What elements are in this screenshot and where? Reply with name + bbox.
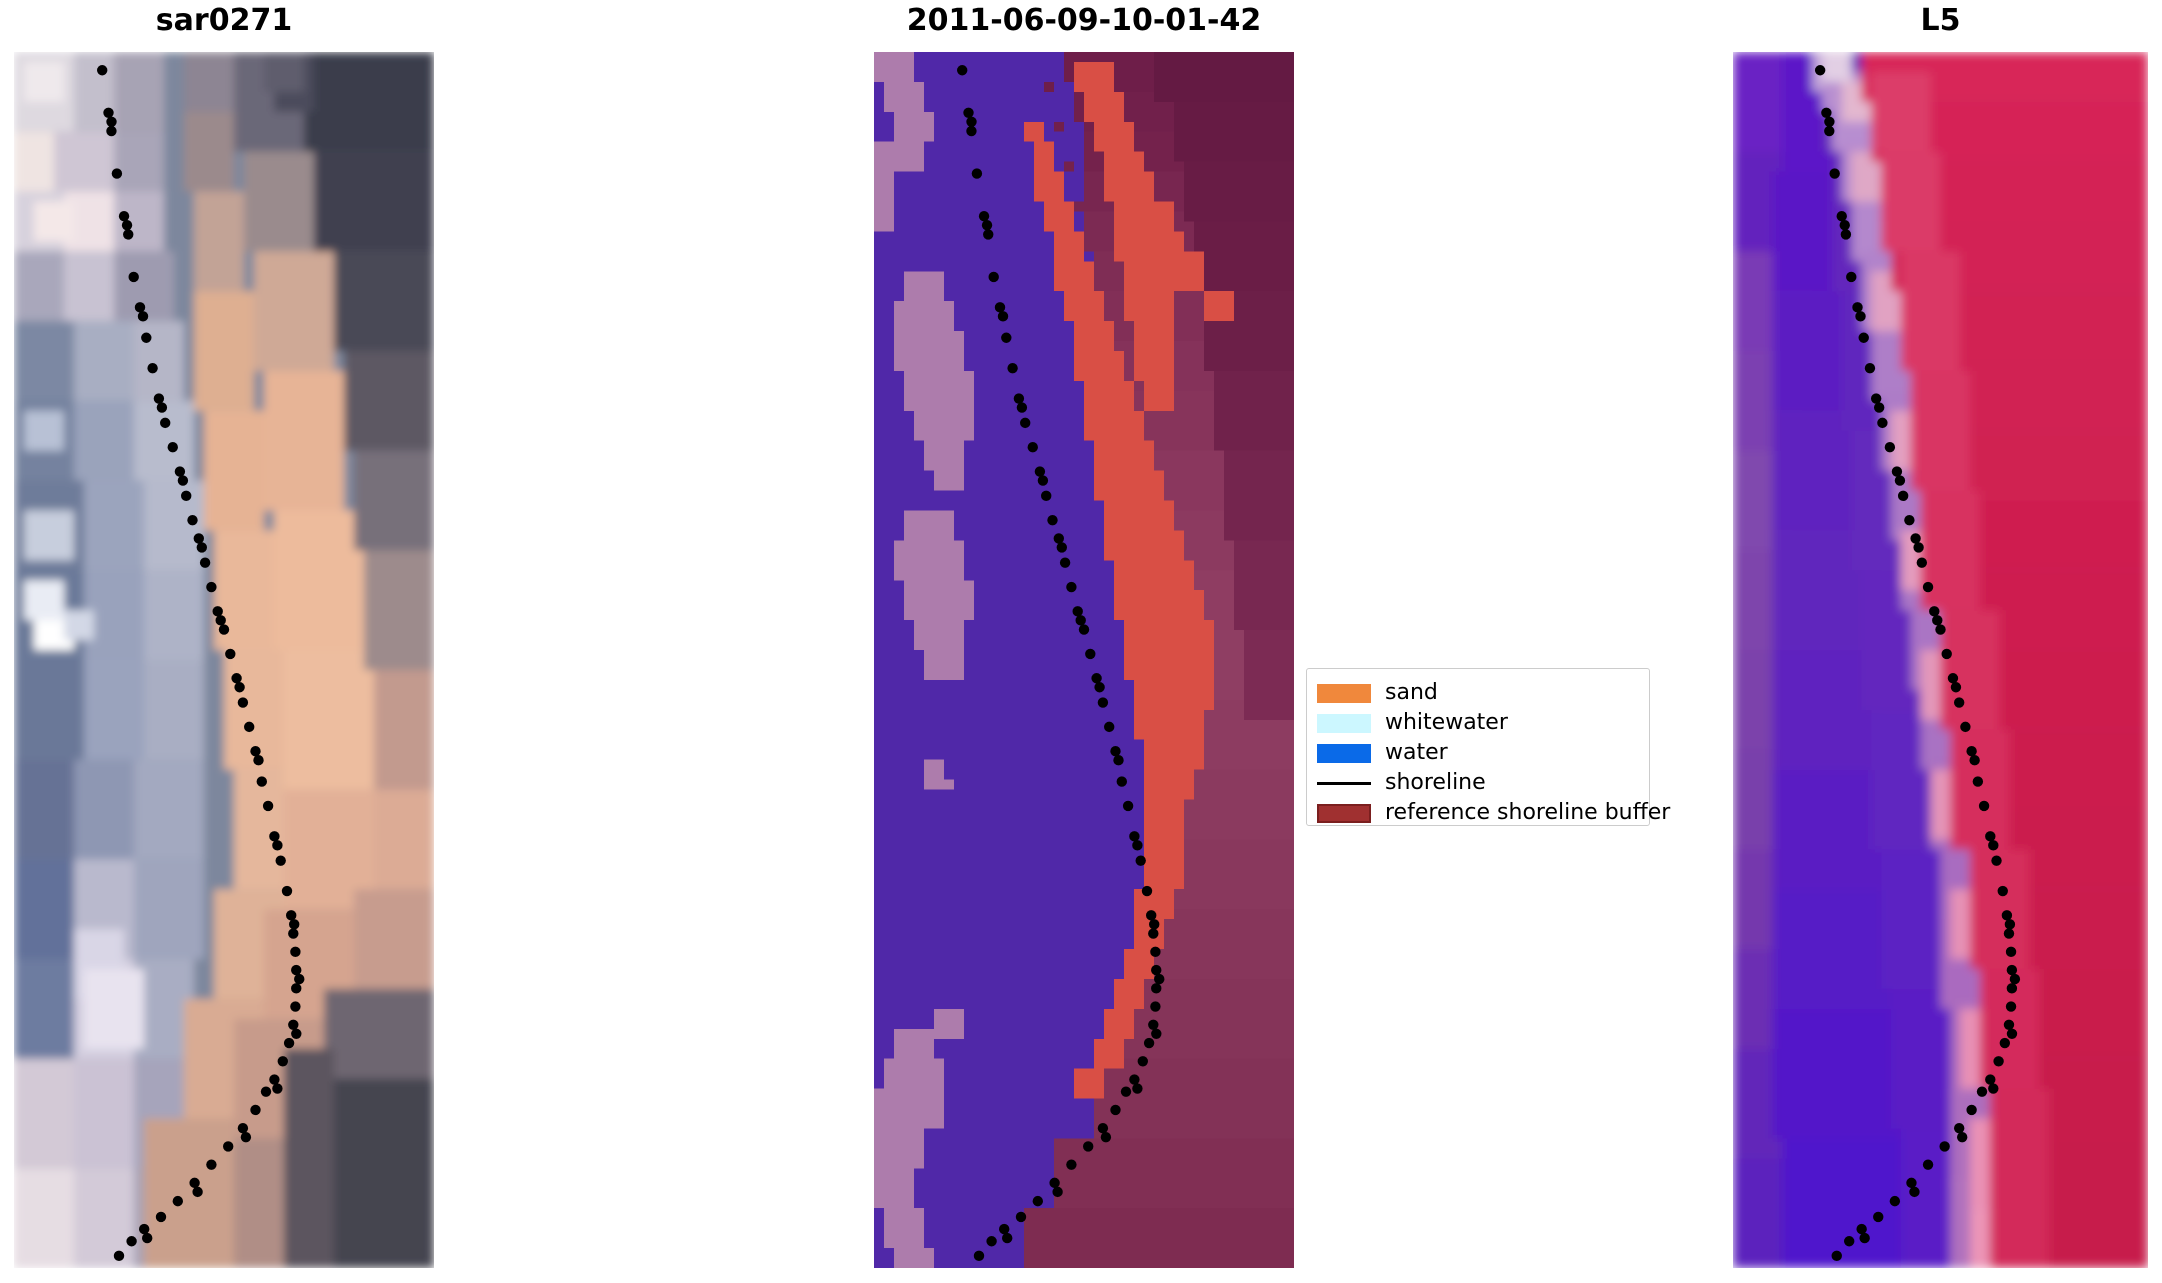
legend-label-reference-buffer: reference shoreline buffer: [1385, 800, 1671, 825]
legend-label-whitewater: whitewater: [1385, 710, 1508, 735]
panel-sar: [14, 52, 434, 1268]
sar-image: [14, 52, 434, 1268]
sand-swatch: [1317, 683, 1371, 703]
legend-label-sand: sand: [1385, 680, 1438, 705]
reference-buffer-swatch: [1317, 803, 1371, 823]
l5-image: [1733, 52, 2148, 1268]
panel-title-sar: sar0271: [155, 3, 293, 38]
legend-item-whitewater: whitewater: [1317, 708, 1639, 738]
panel-title-l5: L5: [1920, 3, 1961, 38]
legend-label-water: water: [1385, 740, 1448, 765]
legend-item-shoreline: shoreline: [1317, 768, 1639, 798]
panel-title-classified: 2011-06-09-10-01-42: [906, 3, 1262, 38]
panel-l5: [1733, 52, 2148, 1268]
water-swatch: [1317, 743, 1371, 763]
legend-item-sand: sand: [1317, 678, 1639, 708]
panel-classified: [874, 52, 1294, 1268]
shoreline-line-swatch: [1317, 774, 1371, 793]
classified-image: [874, 52, 1294, 1268]
legend-item-water: water: [1317, 738, 1639, 768]
whitewater-swatch: [1317, 713, 1371, 733]
legend: sand whitewater water shoreline referenc…: [1306, 668, 1670, 828]
legend-item-reference-buffer: reference shoreline buffer: [1317, 798, 1670, 828]
legend-label-shoreline: shoreline: [1385, 770, 1486, 795]
